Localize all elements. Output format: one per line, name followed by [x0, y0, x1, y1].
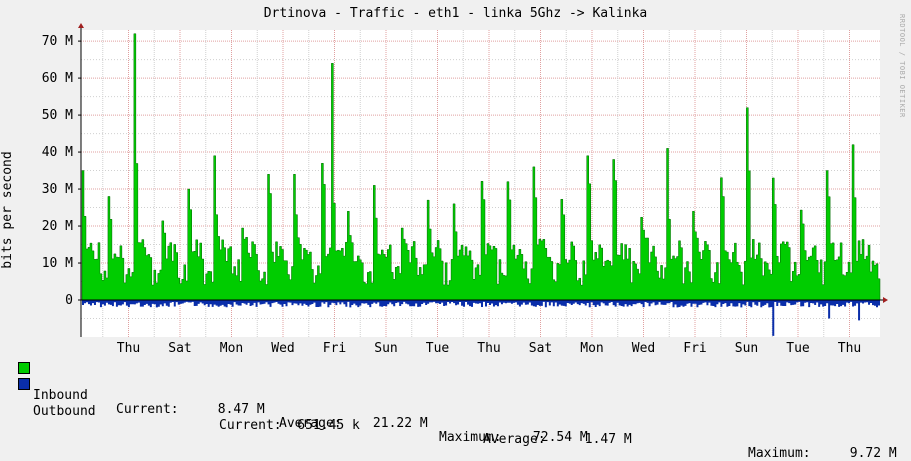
x-tick-label: Mon: [220, 341, 243, 356]
x-tick-label: Mon: [580, 341, 603, 356]
x-tick-label: Fri: [323, 341, 346, 356]
inbound-swatch: [18, 362, 30, 374]
x-tick-label: Sun: [374, 341, 397, 356]
inbound-current: Current: 8.47 M: [116, 402, 265, 417]
outbound-swatch: [18, 378, 30, 390]
x-tick-label: Tue: [426, 341, 450, 356]
y-tick-label: 70 M: [42, 34, 73, 49]
x-tick-label: Thu: [477, 341, 500, 356]
x-tick-label: Tue: [786, 341, 810, 356]
x-tick-label: Sun: [735, 341, 758, 356]
outbound-current: Current: 651.45 k: [219, 418, 360, 433]
rrdtool-watermark: RRDTOOL / TOBI OETIKER: [898, 14, 906, 118]
outbound-legend-label: Outbound: [33, 404, 96, 419]
x-axis-arrow: [883, 297, 888, 304]
traffic-chart: 0 10 M 20 M 30 M 40 M 50 M 60 M 70 M Thu Sat Mon We…: [42, 23, 888, 356]
x-tick-label: Wed: [271, 341, 294, 356]
outbound-area-series: [82, 300, 880, 336]
x-tick-label: Wed: [632, 341, 655, 356]
x-tick-label: Thu: [117, 341, 140, 356]
y-tick-label: 20 M: [42, 219, 73, 234]
y-tick-label: 50 M: [42, 108, 73, 123]
x-tick-label: Sat: [168, 341, 191, 356]
outbound-maximum: Maximum: 9.72 M: [748, 446, 897, 461]
y-tick-label: 10 M: [42, 256, 73, 271]
legend-outbound: Outbound Current: 651.45 k Average: 1.47…: [18, 377, 897, 461]
y-tick-label: 30 M: [42, 182, 73, 197]
x-tick-label: Fri: [683, 341, 706, 356]
y-tick-label: 40 M: [42, 145, 73, 160]
inbound-area-series: [81, 33, 881, 301]
chart-title: Drtinova - Traffic - eth1 - linka 5Ghz -…: [263, 6, 648, 21]
x-tick-label: Sat: [529, 341, 552, 356]
y-tick-label: 60 M: [42, 71, 73, 86]
outbound-average: Average: 1.47 M: [483, 432, 632, 447]
x-tick-label: Thu: [838, 341, 861, 356]
y-tick-label: 0: [65, 293, 73, 308]
y-axis-arrow: [78, 23, 84, 28]
inbound-legend-label: Inbound: [33, 388, 88, 403]
legend-inbound: Inbound Current: 8.47 M Average: 21.22 M…: [18, 361, 588, 445]
